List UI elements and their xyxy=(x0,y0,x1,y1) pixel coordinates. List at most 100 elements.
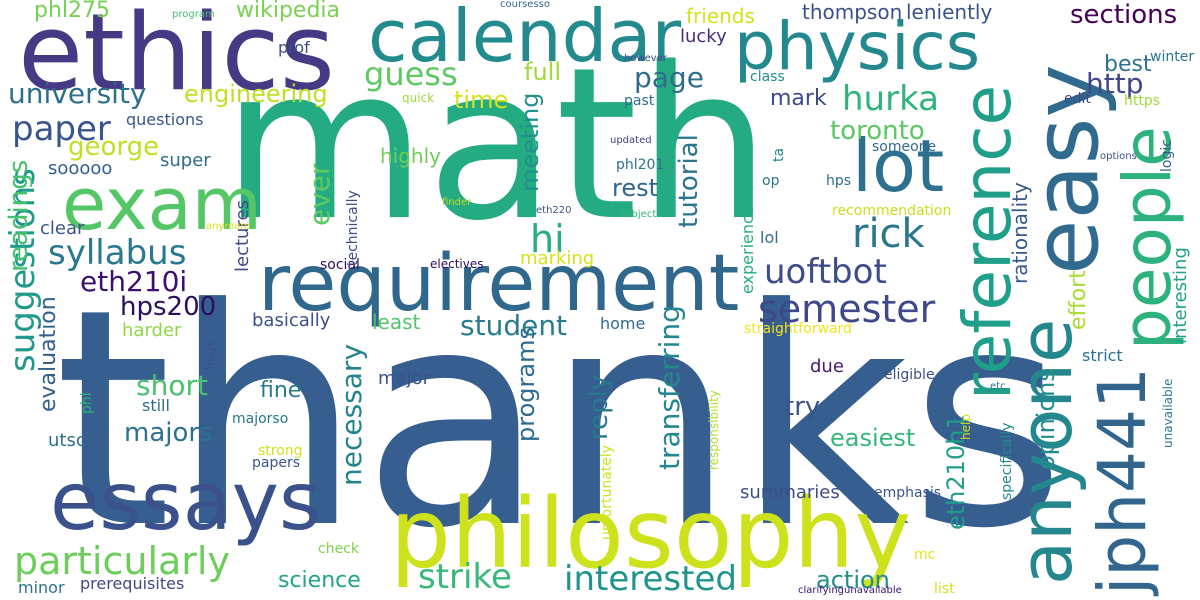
word-thanks: thanks xyxy=(54,245,1066,594)
word-jon: jon xyxy=(503,452,519,474)
word-coursesso: coursesso xyxy=(500,0,550,10)
word-hurka: hurka xyxy=(842,79,940,119)
word-clarifyingunavailable: clarifyingunavailable xyxy=(798,585,902,596)
word-semester: semester xyxy=(758,287,936,331)
word-unavailable: unavailable xyxy=(1161,378,1175,448)
word-opinions: opinions xyxy=(1032,369,1060,470)
word-action: action xyxy=(816,566,890,594)
word-essays: essays xyxy=(50,455,321,548)
word-rest: rest xyxy=(612,174,659,202)
word-huge: huge xyxy=(203,339,217,370)
word-hps: hps xyxy=(826,173,852,189)
word-syllabus: syllabus xyxy=(48,233,187,273)
word-updated: updated xyxy=(610,135,652,146)
word-recommendation: recommendation xyxy=(832,203,952,219)
word-requirement: requirement xyxy=(258,239,740,329)
word-physics: physics xyxy=(734,8,981,85)
word-strike: strike xyxy=(418,557,512,597)
word-best: best xyxy=(1104,52,1152,77)
word-leniently: leniently xyxy=(906,0,993,24)
word-tutorial: tutorial xyxy=(674,134,704,228)
word-short: short xyxy=(136,369,208,402)
word-ever: ever xyxy=(303,163,336,226)
word-social: social xyxy=(320,257,360,273)
word-jph441: jph441 xyxy=(1084,366,1161,595)
word-harder: harder xyxy=(122,320,182,341)
word-emphasis: emphasis xyxy=(874,485,942,501)
word-thompson: thompson xyxy=(802,0,903,24)
word-uoftbot: uoftbot xyxy=(764,252,887,292)
word-phl201: phl201 xyxy=(616,157,665,173)
word-http: http xyxy=(1086,67,1144,100)
word-necessary: necessary xyxy=(335,343,368,486)
word-friends: friends xyxy=(686,4,755,28)
word-lectures: lectures xyxy=(232,200,253,272)
word-clear: clear xyxy=(40,218,85,239)
word-majors: majors xyxy=(124,418,213,448)
word-lot: lot xyxy=(852,124,945,208)
word-major: major xyxy=(378,368,430,389)
word-programs: programs xyxy=(512,327,540,442)
word-lol: lol xyxy=(760,228,779,247)
word-super: super xyxy=(160,150,211,171)
word-page: page xyxy=(634,61,704,94)
word-home: home xyxy=(600,314,646,333)
word-basically: basically xyxy=(252,310,331,331)
word-evaluation: evaluation xyxy=(36,296,61,412)
word-check: check xyxy=(318,541,359,557)
word-electives: electives xyxy=(430,257,484,271)
word-full: full xyxy=(524,58,561,86)
word-help: help xyxy=(959,414,973,440)
word-unfortunately: unfortunately xyxy=(599,444,615,540)
word-george: george xyxy=(68,132,160,162)
word-lucky: lucky xyxy=(680,26,727,47)
word-finder: finder xyxy=(442,197,472,208)
word-eligible: eligible xyxy=(884,367,935,383)
word-fine: fine xyxy=(260,378,302,403)
word-science: science xyxy=(278,568,361,593)
word-wikipedia: wikipedia xyxy=(236,0,341,23)
word-minor: minor xyxy=(18,578,65,597)
word-paper: paper xyxy=(12,109,111,149)
word-responsibility: responsibility xyxy=(707,390,721,470)
word-try: try xyxy=(784,392,821,422)
word-summaries: summaries xyxy=(740,482,840,503)
word-calendar: calendar xyxy=(368,0,682,78)
word-class: class xyxy=(750,69,785,85)
word-eth210i: eth210i xyxy=(80,265,188,298)
word-student: student xyxy=(460,309,568,342)
word-mc: mc xyxy=(914,547,936,563)
word-list: list xyxy=(934,581,955,597)
word-university: university xyxy=(8,77,147,110)
word-eth220: eth220 xyxy=(536,205,572,216)
word-past: past xyxy=(624,93,655,109)
word-rick: rick xyxy=(852,211,925,257)
word-winter: winter xyxy=(1150,49,1195,65)
word-majorso: majorso xyxy=(232,411,289,427)
word-ta: ta xyxy=(771,147,787,162)
word-op: op xyxy=(762,173,780,189)
word-readings: readings xyxy=(4,159,34,272)
word-strong: strong xyxy=(258,443,303,459)
word-rationality: rationality xyxy=(1008,182,1032,284)
word-highly: highly xyxy=(380,144,441,168)
word-easiest: easiest xyxy=(830,424,916,452)
word-technically: technically xyxy=(345,190,361,266)
word-specifically: specifically xyxy=(999,422,1015,500)
word-due: due xyxy=(810,356,844,377)
word-questions: questions xyxy=(126,110,204,129)
word-engineering: engineering xyxy=(184,80,328,108)
word-exam: exam xyxy=(62,162,262,246)
word-sections: sections xyxy=(1070,0,1178,30)
word-guess: guess xyxy=(364,55,458,93)
word-hi: hi xyxy=(530,217,565,261)
word-phl: phl xyxy=(79,392,95,414)
word-marking: marking xyxy=(520,248,595,269)
word-https: https xyxy=(1124,93,1161,109)
word-sooooo: sooooo xyxy=(48,158,113,179)
word-interested: interested xyxy=(564,559,737,599)
word-interesting: interesting xyxy=(1170,247,1191,344)
word-quick: quick xyxy=(402,91,435,105)
word-straightforward: straightforward xyxy=(744,321,852,337)
